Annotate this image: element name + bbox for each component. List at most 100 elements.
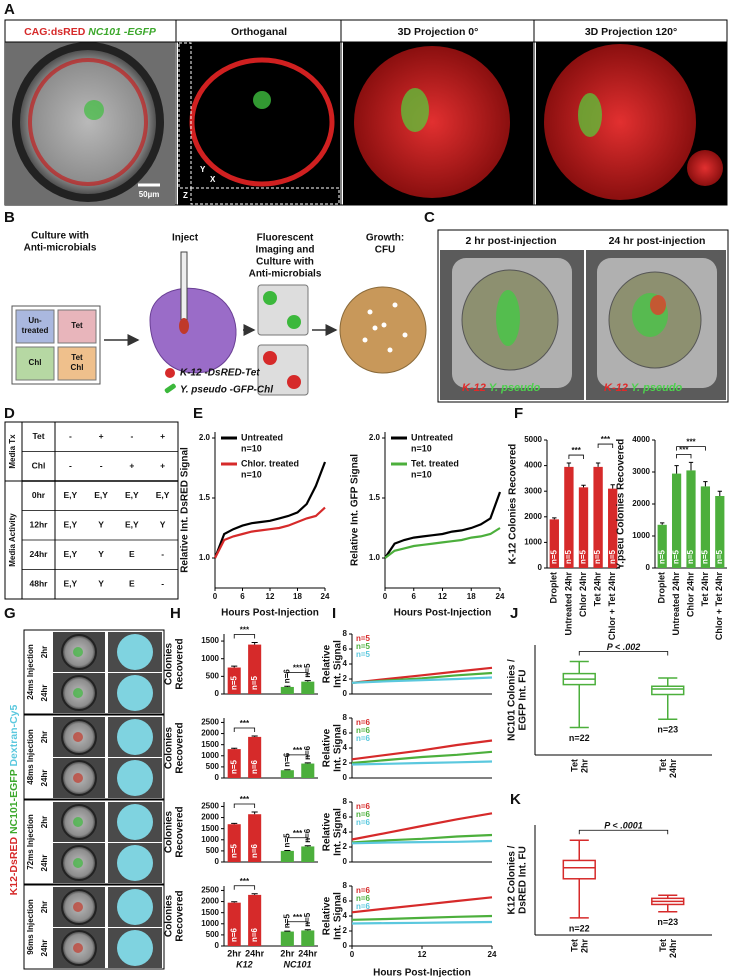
n-label: n=5 [579,549,588,564]
x-tick-label: 0 [383,592,388,601]
panel-labels: A B C D E F G H I J K [4,1,523,808]
x-category-label: 24hr [668,759,678,779]
row-label: 24hr [30,549,49,559]
y-tick-label: 4000 [524,461,542,470]
x-category-label: Tet [658,759,668,772]
y-tick-label: 1000 [524,538,542,547]
error-bar [304,929,311,931]
y-axis-label: Colonies [164,726,175,769]
bar [564,466,574,568]
error-bar [595,462,601,467]
x-category-label: 2hr [227,948,242,958]
y-tick-label: 1000 [632,531,650,540]
n-label: n=6 [303,745,312,760]
x-tick-label: 12 [266,592,275,601]
y-tick-label: 2500 [201,718,219,727]
step-label: Growth: [366,233,404,244]
image-stain [73,732,83,742]
bar [657,524,667,568]
error-bar [552,517,557,520]
axis-letter: X [210,175,216,184]
error-bar [231,822,238,825]
panel-a: 50µm Y X Z CAG:dsRED NC101 -EGFP Orthoga… [4,19,728,206]
y-tick-label: 6 [343,644,348,653]
legend-label: n=6 [356,818,371,827]
image-stain [354,46,510,198]
table-cell: E [129,549,135,559]
row-label: Chl [32,461,46,471]
legend-label: n=6 [356,902,371,911]
step-label: Imaging and [256,245,315,256]
error-bar [284,685,291,687]
x-category-label: Untreated 24hr [671,572,681,636]
step-label: Inject [172,233,199,244]
n-label: n=5 [229,843,238,858]
y-tick-label: 2500 [201,886,219,895]
significance-bracket [286,837,309,842]
significance-bracket [568,454,584,460]
error-bar [717,490,722,496]
image-stain [73,817,83,827]
injection-frame [23,884,165,970]
x-axis-label: Hours Post-Injection [373,968,471,977]
injection-label: 48ms Injection [26,729,35,785]
condition-box [15,309,55,344]
significance-label: *** [293,664,303,673]
image-stain [117,719,153,755]
table-cell: - [100,461,103,471]
y-tick-label: 0 [215,773,220,782]
y-tick-label: 2.0 [369,433,381,442]
error-bar [688,461,694,471]
error-bar [581,484,586,488]
y-tick-label: 2.0 [199,433,211,442]
y-tick-label: 2000 [632,499,650,508]
bacteria [287,375,301,389]
image-stain [117,845,153,881]
panel-a-title: CAG:dsRED NC101 -EGFP [24,26,157,38]
bar [248,814,262,862]
legend-label: n=5 [356,650,371,659]
n-label: n=5 [608,549,617,564]
significance-label: P < .002 [607,642,640,652]
y-axis-label: Relative [322,728,333,767]
overlay-part: Y. pseudo [631,382,683,394]
bacteria [263,291,277,305]
y-tick-label: 1500 [201,824,219,833]
image-organoid [12,42,164,202]
image-stain [117,804,153,840]
panel-label: E [193,405,203,422]
x-category-label: Chlor + Tet 24hr [714,572,724,641]
y-tick-label: 1500 [201,908,219,917]
y-tick-label: 8 [343,881,348,890]
significance-label: *** [293,913,303,922]
y-axis-label: Y.pseu Colonies Recovered [616,439,627,570]
series-line [351,833,493,844]
group-label: NC101 [284,959,312,969]
y-axis-label: Int. Signal [333,640,344,688]
image-stain [189,57,335,187]
box-label: Tet [71,321,83,330]
bar [227,749,241,778]
y-axis-label: Int. Signal [333,892,344,940]
significance-label: *** [240,877,250,886]
panel-b: Culture with Anti-microbials Inject Fluo… [11,231,427,396]
box-label: Un- [28,316,42,325]
x-category-label: 2hr [280,948,295,958]
image-stain [253,91,271,109]
image-stain [73,902,83,912]
image-guide [190,187,340,205]
legend-n: n=10 [241,469,262,479]
series-line [351,676,493,684]
significance-bracket [233,634,256,639]
step-label: CFU [375,245,396,256]
axis-letter: Z [183,191,188,200]
bar [227,824,241,862]
row-label: Tet [32,431,44,441]
series-line [214,506,326,559]
y-tick-label: 6 [343,896,348,905]
legend-n: n=10 [411,469,432,479]
row-label: 48hr [30,579,49,589]
row-label: 0hr [32,490,46,500]
table-cell: E,Y [64,490,78,500]
stain-part: Dextran-Cy5 [8,705,20,767]
